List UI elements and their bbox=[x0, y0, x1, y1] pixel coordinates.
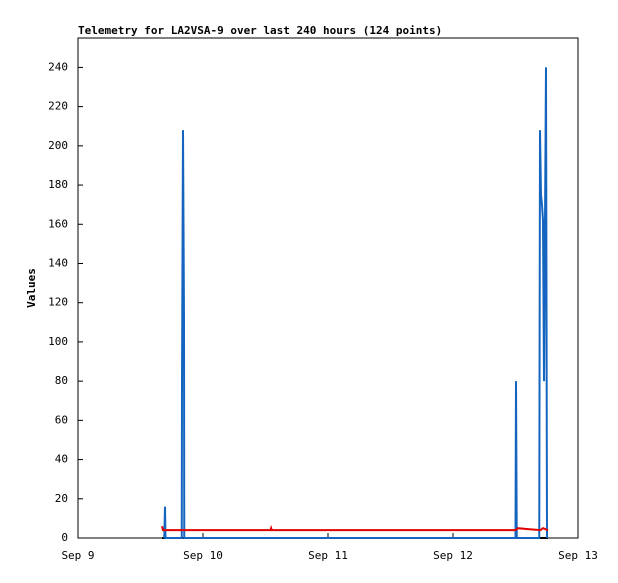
x-tick-label: Sep 13 bbox=[558, 549, 598, 562]
y-axis-label: Values bbox=[25, 268, 38, 308]
y-tick-label: 40 bbox=[55, 453, 68, 466]
x-tick-label: Sep 12 bbox=[433, 549, 473, 562]
y-tick-label: 220 bbox=[48, 100, 68, 113]
y-tick-label: 100 bbox=[48, 335, 68, 348]
x-tick-label: Sep 10 bbox=[183, 549, 223, 562]
y-tick-label: 80 bbox=[55, 374, 68, 387]
x-tick-label: Sep 9 bbox=[61, 549, 94, 562]
series-line bbox=[161, 524, 549, 532]
y-tick-label: 200 bbox=[48, 139, 68, 152]
y-tick-label: 60 bbox=[55, 413, 68, 426]
chart-title: Telemetry for LA2VSA-9 over last 240 hou… bbox=[78, 24, 442, 37]
y-tick-label: 140 bbox=[48, 256, 68, 269]
y-tick-label: 160 bbox=[48, 217, 68, 230]
y-tick-label: 0 bbox=[61, 531, 68, 544]
y-tick-label: 240 bbox=[48, 60, 68, 73]
series-line bbox=[163, 67, 548, 539]
y-tick-label: 20 bbox=[55, 492, 68, 505]
y-tick-label: 180 bbox=[48, 178, 68, 191]
y-tick-label: 120 bbox=[48, 296, 68, 309]
x-tick-label: Sep 11 bbox=[308, 549, 348, 562]
